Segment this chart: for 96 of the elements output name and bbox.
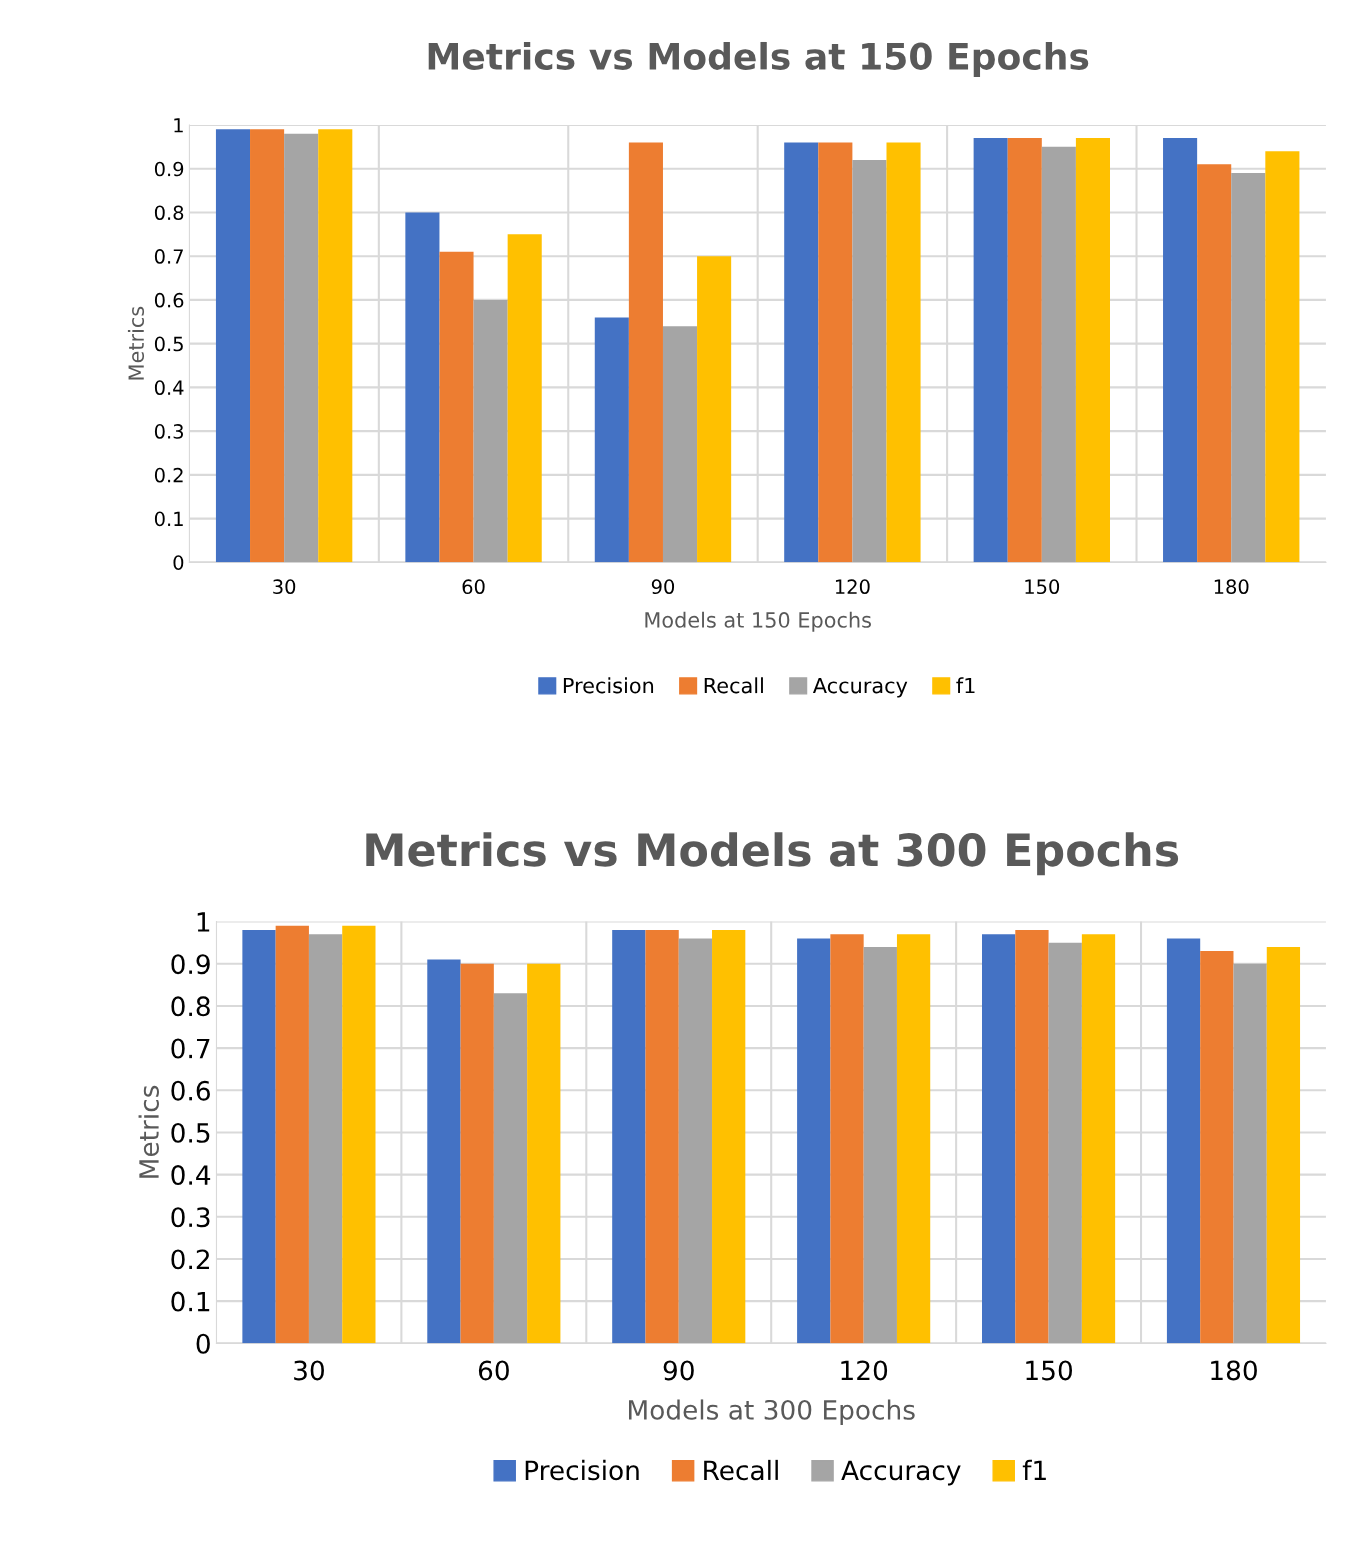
x-axis-title: Models at 150 Epochs <box>645 611 871 632</box>
bar <box>1075 138 1110 563</box>
y-tick-label: 0.9 <box>154 161 184 177</box>
bar <box>852 159 887 563</box>
bar <box>507 234 542 563</box>
x-tick-label: 90 <box>651 579 675 595</box>
bar <box>628 142 663 563</box>
x-tick-label: 180 <box>1211 1360 1257 1381</box>
y-axis-title: Metrics <box>127 306 145 380</box>
bar <box>697 256 732 563</box>
bar <box>678 938 713 1344</box>
bar <box>973 138 1008 563</box>
legend-label: Accuracy <box>841 1460 961 1486</box>
bar <box>405 212 440 563</box>
bar <box>275 925 309 1344</box>
bar <box>830 934 864 1344</box>
x-tick-label: 150 <box>1026 1360 1073 1381</box>
y-tick-label: 0.4 <box>171 1165 211 1186</box>
legend-label: Recall <box>704 1459 778 1481</box>
x-tick-label: 180 <box>1214 579 1249 595</box>
y-tick-label: 0.5 <box>171 1122 210 1143</box>
legend-label: f1 <box>956 677 975 694</box>
x-tick-label: 60 <box>478 1360 509 1381</box>
legend-label: Accuracy <box>812 677 908 698</box>
x-tick-label: 120 <box>835 579 870 595</box>
bar <box>460 963 494 1344</box>
x-axis-title: Models at 300 Epochs <box>629 1399 915 1425</box>
bar <box>318 129 353 563</box>
legend-label: Precision <box>563 677 654 694</box>
y-tick-label: 0.5 <box>154 336 183 352</box>
chart-title: Metrics vs Models at 150 Epochs <box>428 41 1089 77</box>
y-axis-title: Metrics <box>138 1085 159 1178</box>
bar <box>982 934 1016 1344</box>
bar <box>1048 942 1082 1344</box>
bar <box>1041 146 1076 563</box>
bar <box>215 129 251 563</box>
bar <box>527 963 561 1344</box>
bar <box>1200 951 1234 1344</box>
bar <box>1015 930 1049 1344</box>
bar <box>1163 138 1198 563</box>
bar <box>896 934 931 1344</box>
y-tick-label: 0.6 <box>154 292 184 308</box>
legend-label: f1 <box>1022 1459 1046 1480</box>
bar <box>1231 173 1266 563</box>
y-tick-label: 0.9 <box>171 954 210 975</box>
x-tick-label: 120 <box>841 1360 888 1381</box>
bar <box>712 930 746 1344</box>
bar <box>427 959 461 1344</box>
y-tick-label: 0.2 <box>171 1249 209 1270</box>
y-tick-label: 0.7 <box>171 1038 210 1059</box>
bar <box>250 129 285 563</box>
y-tick-label: 1 <box>174 118 183 133</box>
bar <box>797 938 831 1344</box>
y-tick-label: 0.8 <box>154 205 184 221</box>
bar <box>818 142 853 563</box>
legend-label: Recall <box>704 677 763 694</box>
bar <box>1166 938 1201 1344</box>
bar <box>1265 151 1300 563</box>
bar <box>242 930 276 1344</box>
y-tick-label: 0.4 <box>154 380 184 396</box>
y-tick-label: 0 <box>196 1333 210 1354</box>
bar <box>493 993 528 1344</box>
y-tick-label: 0 <box>173 555 184 570</box>
bar <box>473 299 508 563</box>
bar <box>645 930 679 1344</box>
bar <box>612 930 646 1344</box>
y-tick-label: 0.2 <box>154 467 183 483</box>
bar <box>863 946 897 1344</box>
x-tick-label: 90 <box>663 1360 694 1381</box>
y-tick-label: 0.1 <box>171 1291 210 1312</box>
x-tick-label: 150 <box>1025 579 1060 595</box>
bar <box>439 251 474 563</box>
bar <box>1007 138 1042 563</box>
y-tick-label: 0.3 <box>154 424 183 439</box>
y-tick-label: 1 <box>197 912 210 932</box>
x-tick-label: 30 <box>294 1360 324 1381</box>
bar <box>1081 934 1116 1344</box>
bar <box>1266 946 1301 1344</box>
bar <box>308 934 343 1344</box>
bar <box>342 925 376 1344</box>
y-tick-label: 0.3 <box>171 1207 210 1228</box>
bar <box>1233 963 1267 1344</box>
bar <box>784 142 819 563</box>
y-tick-label: 0.7 <box>154 249 183 264</box>
bar <box>1197 164 1232 563</box>
x-tick-label: 30 <box>273 579 296 595</box>
x-tick-label: 60 <box>462 579 485 595</box>
bar <box>662 326 698 563</box>
y-tick-label: 0.1 <box>154 511 183 527</box>
legend-label: Precision <box>525 1459 639 1481</box>
bar <box>886 142 921 563</box>
y-tick-label: 0.6 <box>171 1080 210 1101</box>
bar <box>594 317 629 563</box>
y-tick-label: 0.8 <box>171 996 210 1017</box>
chart-title: Metrics vs Models at 300 Epochs <box>366 832 1179 876</box>
bar <box>284 133 319 563</box>
